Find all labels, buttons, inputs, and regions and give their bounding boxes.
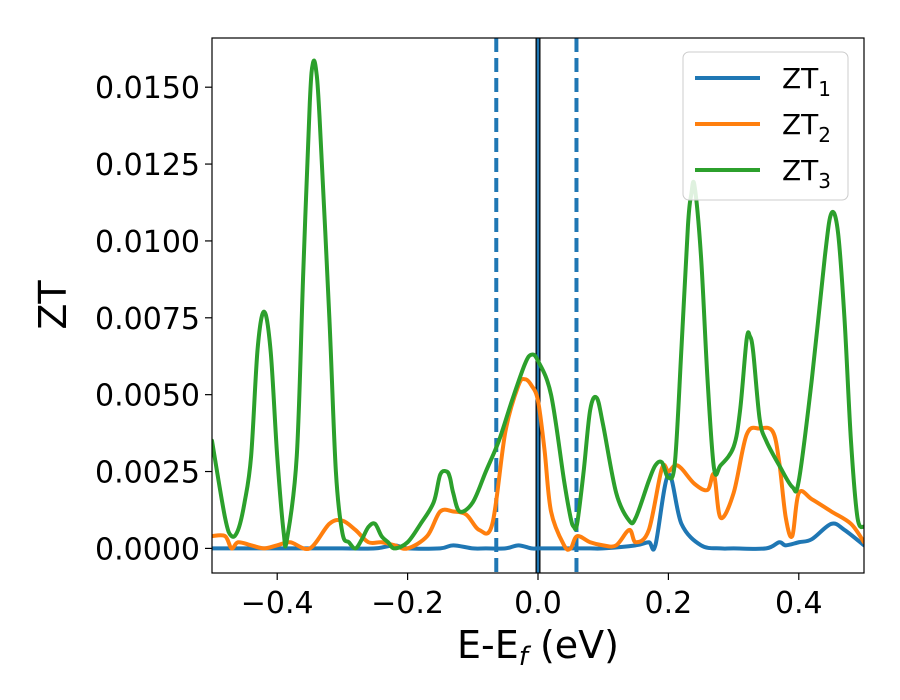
x-tick-label: 0.4 — [775, 586, 823, 621]
series-line-2 — [212, 376, 864, 552]
y-tick-label: 0.0075 — [95, 302, 200, 337]
legend-box — [682, 51, 849, 201]
y-axis-ticks: 0.0000 0.0025 0.0050 0.0075 0.0100 0.0125 0.01… — [95, 71, 212, 567]
x-axis-ticks: −0.4 −0.2 0.0 0.2 0.4 — [241, 573, 823, 621]
x-axis-label: E-Ef (eV) — [457, 623, 619, 672]
y-tick-label: 0.0125 — [95, 148, 200, 183]
series-line-3 — [212, 58, 864, 551]
legend-label-3: ZT3 — [782, 154, 831, 193]
legend-label-1: ZT1 — [782, 62, 831, 101]
legend-label-2: ZT2 — [782, 108, 831, 147]
y-tick-label: 0.0025 — [95, 456, 200, 491]
legend: ZT1 ZT2 ZT3 — [682, 51, 849, 201]
y-tick-label: 0.0150 — [95, 71, 200, 106]
y-tick-label: 0.0050 — [95, 379, 200, 414]
reference-lines — [494, 38, 579, 573]
x-tick-label: −0.4 — [241, 586, 314, 621]
x-tick-label: −0.2 — [371, 586, 444, 621]
series-lines — [212, 58, 864, 552]
y-axis-label: ZT — [31, 280, 75, 330]
x-tick-label: 0.2 — [645, 586, 693, 621]
x-tick-label: 0.0 — [514, 586, 562, 621]
y-tick-label: 0.0100 — [95, 225, 200, 260]
y-tick-label: 0.0000 — [95, 532, 200, 567]
